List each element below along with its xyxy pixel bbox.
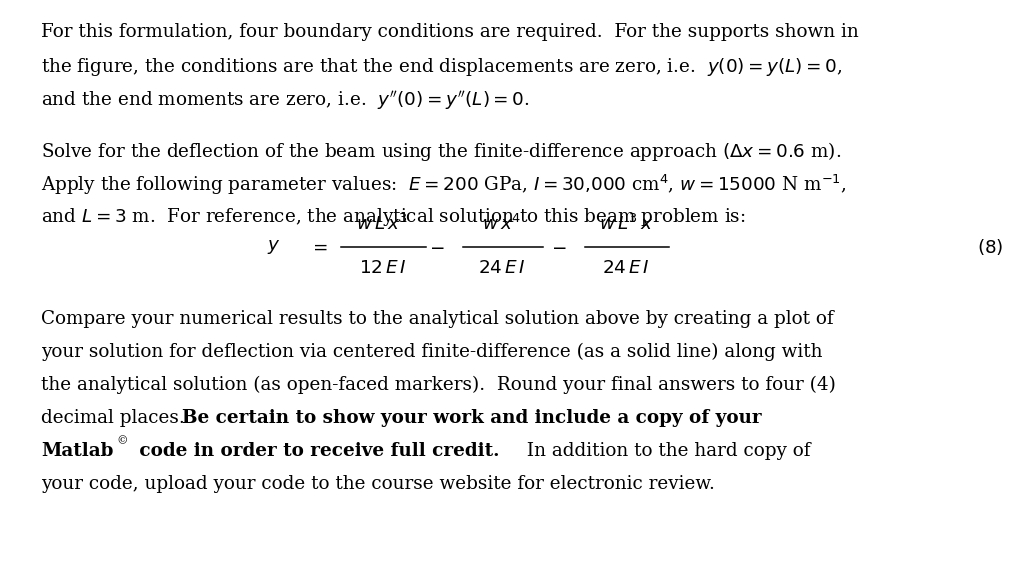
Text: $w\,L^3\,x$: $w\,L^3\,x$: [598, 214, 653, 234]
Text: In addition to the hard copy of: In addition to the hard copy of: [515, 441, 810, 460]
Text: $y$: $y$: [267, 238, 280, 256]
Text: $w\,L\,x^3$: $w\,L\,x^3$: [357, 214, 408, 234]
Text: decimal places.: decimal places.: [41, 408, 196, 427]
Text: your solution for deflection via centered finite-difference (as a solid line) al: your solution for deflection via centere…: [41, 343, 821, 361]
Text: $-$: $-$: [550, 238, 567, 256]
Text: Apply the following parameter values:  $E = 200$ GPa, $I = 30{,}000$ cm$^4$, $w : Apply the following parameter values: $E…: [41, 173, 846, 197]
Text: Compare your numerical results to the analytical solution above by creating a pl: Compare your numerical results to the an…: [41, 310, 833, 328]
Text: $(8)$: $(8)$: [976, 237, 1003, 257]
Text: Matlab: Matlab: [41, 441, 113, 460]
Text: $-$: $-$: [428, 238, 444, 256]
Text: the analytical solution (as open-faced markers).  Round your final answers to fo: the analytical solution (as open-faced m…: [41, 375, 835, 394]
Text: $24\,E\,I$: $24\,E\,I$: [478, 259, 525, 277]
Text: and the end moments are zero, i.e.  $y''(0) = y''(L) = 0$.: and the end moments are zero, i.e. $y''(…: [41, 89, 529, 111]
Text: $w\,x^4$: $w\,x^4$: [482, 214, 521, 234]
Text: $=$: $=$: [309, 238, 328, 256]
Text: ©: ©: [116, 436, 127, 446]
Text: For this formulation, four boundary conditions are required.  For the supports s: For this formulation, four boundary cond…: [41, 23, 858, 41]
Text: $24\,E\,I$: $24\,E\,I$: [602, 259, 649, 277]
Text: Solve for the deflection of the beam using the finite-difference approach $(\Del: Solve for the deflection of the beam usi…: [41, 140, 841, 162]
Text: and $L = 3$ m.  For reference, the analytical solution to this beam problem is:: and $L = 3$ m. For reference, the analyt…: [41, 206, 745, 228]
Text: the figure, the conditions are that the end displacements are zero, i.e.  $y(0) : the figure, the conditions are that the …: [41, 56, 842, 78]
Text: $12\,E\,I$: $12\,E\,I$: [359, 259, 406, 277]
Text: Be certain to show your work and include a copy of your: Be certain to show your work and include…: [181, 408, 760, 427]
Text: code in order to receive full credit.: code in order to receive full credit.: [132, 441, 498, 460]
Text: your code, upload your code to the course website for electronic review.: your code, upload your code to the cours…: [41, 474, 714, 492]
